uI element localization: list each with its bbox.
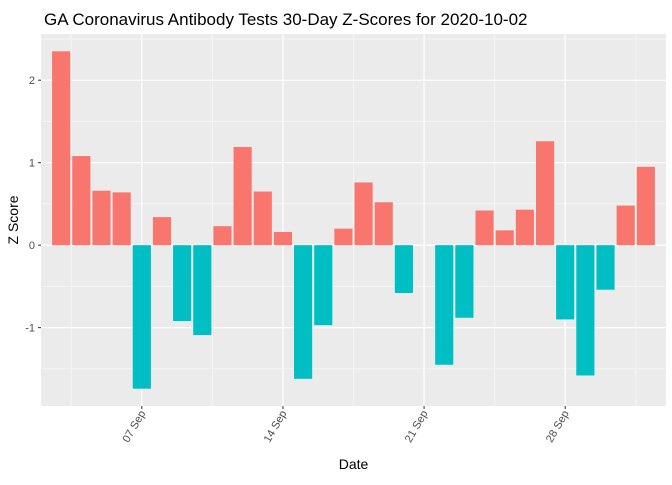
bar: [173, 245, 192, 322]
bar: [535, 141, 555, 246]
y-tick-label: -1: [25, 323, 35, 335]
bar: [334, 228, 353, 246]
y-tick-label: 0: [29, 240, 35, 252]
bar: [616, 205, 635, 246]
bars: [52, 51, 655, 389]
bar: [92, 190, 111, 246]
bar: [152, 217, 172, 246]
x-tick-label: 21 Sep: [403, 409, 431, 445]
bar: [515, 209, 534, 246]
bar: [435, 245, 454, 365]
bar: [636, 166, 655, 246]
bar: [556, 245, 575, 320]
y-axis: -1 0 1 2: [25, 75, 41, 335]
bar: [475, 210, 494, 246]
bar: [576, 245, 595, 376]
x-axis: 07 Sep 14 Sep 21 Sep 28 Sep: [121, 406, 572, 445]
x-tick-label: 07 Sep: [121, 409, 149, 445]
y-axis-label: Z Score: [5, 195, 21, 244]
bar: [112, 192, 131, 246]
x-tick-label: 28 Sep: [544, 409, 572, 445]
bar: [52, 51, 71, 246]
bar: [72, 156, 91, 246]
bar: [354, 182, 373, 246]
bar: [495, 230, 514, 246]
bar: [394, 245, 413, 293]
bar: [132, 245, 151, 389]
bar: [253, 191, 272, 246]
y-tick-label: 2: [29, 75, 35, 87]
x-tick-label: 14 Sep: [262, 409, 290, 445]
y-tick-label: 1: [29, 158, 35, 170]
bar: [273, 231, 293, 246]
x-axis-label: Date: [339, 456, 369, 472]
bar: [213, 226, 232, 246]
chart-title: GA Coronavirus Antibody Tests 30-Day Z-S…: [44, 10, 527, 29]
bar: [294, 245, 313, 379]
bar: [374, 202, 393, 246]
bar: [314, 245, 333, 326]
bar: [455, 245, 474, 318]
bar: [596, 245, 615, 290]
bar: [193, 245, 212, 336]
bar: [233, 147, 252, 246]
